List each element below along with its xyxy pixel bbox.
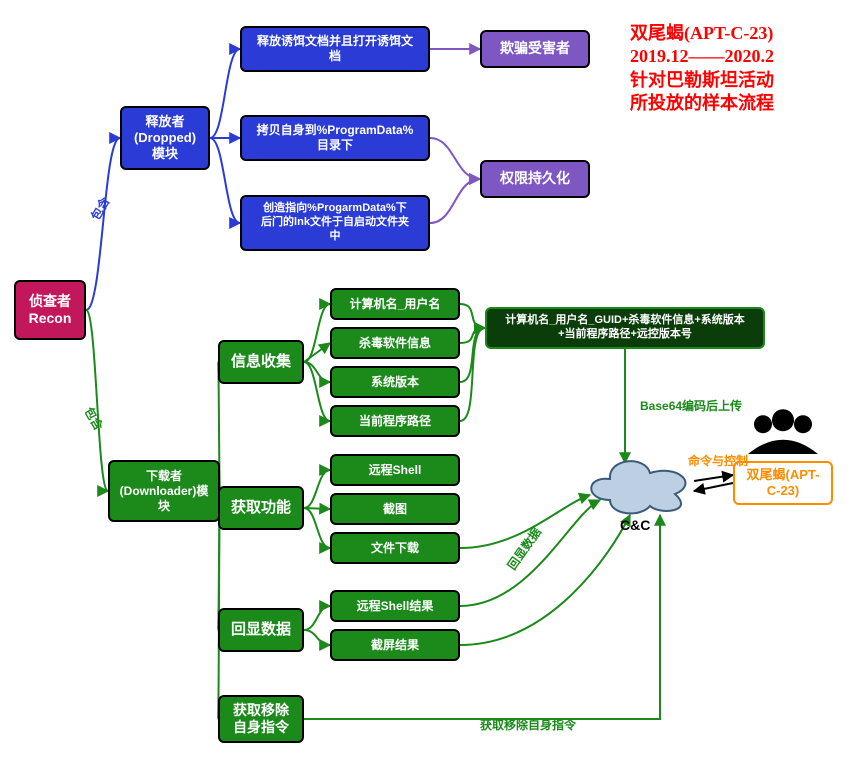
node-drop_c: 创造指向%ProgarmData%下 后门的lnk文件于自启动文件夹 中 bbox=[240, 195, 430, 251]
edge-label: 包含 bbox=[81, 404, 108, 433]
node-f1: 远程Shell bbox=[330, 454, 460, 486]
node-e2: 截屏结果 bbox=[330, 629, 460, 661]
title-block: 双尾蝎(APT-C-23) 2019.12——2020.2 针对巴勒斯坦活动 所… bbox=[630, 22, 840, 116]
edge-label: 获取移除自身指令 bbox=[480, 716, 576, 733]
edge-label: 包含 bbox=[87, 194, 114, 223]
node-remove: 获取移除 自身指令 bbox=[218, 695, 304, 743]
node-deceive: 欺骗受害者 bbox=[480, 30, 590, 68]
node-drop_a: 释放诱饵文档并且打开诱饵文 档 bbox=[240, 26, 430, 72]
edge-label: Base64编码后上传 bbox=[640, 397, 742, 414]
node-i3: 系统版本 bbox=[330, 366, 460, 398]
node-downloader: 下载者 (Downloader)模 块 bbox=[108, 460, 220, 522]
node-info: 信息收集 bbox=[218, 340, 304, 384]
cloud-icon bbox=[591, 461, 685, 513]
node-i4: 当前程序路径 bbox=[330, 405, 460, 437]
edge-label: 回显数据 bbox=[503, 524, 544, 573]
node-drop_b: 拷贝自身到%ProgramData% 目录下 bbox=[240, 115, 430, 161]
threat-actor-icon bbox=[748, 409, 818, 454]
edge-label: 命令与控制 bbox=[688, 452, 748, 469]
node-echo: 回显数据 bbox=[218, 608, 304, 652]
title-line-1: 双尾蝎(APT-C-23) bbox=[630, 22, 840, 45]
title-line-2: 2019.12——2020.2 bbox=[630, 45, 840, 68]
node-f2: 截图 bbox=[330, 493, 460, 525]
title-line-3: 针对巴勒斯坦活动 bbox=[630, 69, 840, 92]
title-line-4: 所投放的样本流程 bbox=[630, 92, 840, 115]
cloud-label: C&C bbox=[620, 517, 650, 533]
node-i1: 计算机名_用户名 bbox=[330, 288, 460, 320]
node-persist: 权限持久化 bbox=[480, 160, 590, 198]
node-i2: 杀毒软件信息 bbox=[330, 327, 460, 359]
node-f3: 文件下载 bbox=[330, 532, 460, 564]
node-recon: 侦查者 Recon bbox=[14, 280, 86, 340]
node-func: 获取功能 bbox=[218, 486, 304, 530]
node-dropper: 释放者 (Dropped) 模块 bbox=[120, 106, 210, 170]
node-e1: 远程Shell结果 bbox=[330, 590, 460, 622]
node-combined: 计算机名_用户名_GUID+杀毒软件信息+系统版本 +当前程序路径+远控版本号 bbox=[485, 307, 765, 349]
